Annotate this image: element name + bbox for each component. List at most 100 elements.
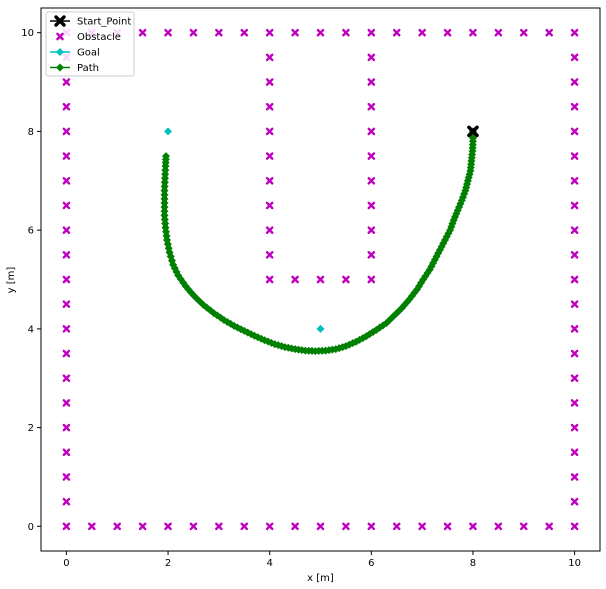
y-axis: 0 2 4 6 8 10	[21, 28, 41, 533]
obstacle-point	[62, 325, 71, 333]
x-tick-label: 8	[470, 558, 476, 569]
obstacle-point	[367, 251, 376, 259]
obstacle-point	[62, 127, 71, 136]
obstacle-point	[367, 226, 376, 234]
obstacle-point	[367, 53, 376, 62]
path-point	[160, 203, 169, 212]
obstacle-point	[265, 152, 274, 160]
obstacle-point	[570, 423, 579, 432]
legend-label: Obstacle	[77, 32, 121, 43]
y-tick-label: 6	[28, 226, 34, 237]
legend: Start_Point Obstacle Goal Path	[45, 11, 135, 77]
obstacle-point	[570, 251, 579, 259]
legend-marker	[56, 32, 64, 41]
obstacle-point	[570, 473, 579, 481]
obstacle-point	[367, 201, 376, 210]
obstacle-point	[494, 28, 503, 37]
obstacle-point	[62, 448, 71, 457]
obstacle-point	[570, 448, 579, 457]
obstacle-point	[519, 522, 528, 531]
obstacle-point	[265, 78, 274, 86]
obstacle-point	[189, 28, 198, 37]
obstacle-point	[367, 28, 376, 37]
legend-label: Goal	[77, 48, 100, 59]
obstacle-point	[570, 374, 579, 383]
path-layer	[160, 127, 477, 356]
obstacle-point	[88, 522, 96, 531]
obstacle-point	[138, 522, 147, 531]
legend-item-goal: Goal	[50, 48, 100, 59]
obstacle-point	[265, 53, 274, 62]
goal-point	[164, 127, 173, 136]
obstacle-point	[570, 53, 579, 62]
y-tick-label: 0	[28, 522, 34, 533]
x-tick-label: 10	[568, 558, 581, 569]
obstacle-point	[392, 522, 401, 531]
path-point	[160, 198, 169, 207]
obstacle-point	[240, 28, 249, 37]
obstacle-point	[545, 522, 553, 531]
obstacle-point	[62, 399, 71, 407]
obstacle-point	[215, 28, 223, 37]
obstacle-point	[570, 497, 579, 506]
path-point	[160, 207, 169, 216]
path-point	[160, 211, 169, 220]
obstacle-layer	[62, 28, 579, 531]
obstacle-point	[265, 522, 274, 531]
legend-box	[45, 11, 135, 77]
obstacle-point	[265, 102, 274, 111]
y-tick-label: 10	[21, 28, 34, 39]
obstacle-point	[62, 226, 71, 234]
obstacle-point	[62, 300, 71, 308]
obstacle-point	[316, 275, 325, 284]
legend-marker	[56, 48, 64, 56]
obstacle-point	[113, 522, 122, 531]
start-layer	[467, 125, 479, 138]
obstacle-point	[265, 201, 274, 210]
obstacle-point	[265, 28, 274, 37]
obstacle-point	[570, 78, 579, 86]
y-tick-label: 8	[28, 127, 34, 138]
obstacle-point	[240, 522, 249, 531]
obstacle-point	[291, 28, 299, 37]
obstacle-point	[367, 152, 376, 160]
obstacle-point	[164, 522, 172, 531]
obstacle-point	[291, 275, 299, 284]
obstacle-point	[62, 251, 71, 259]
obstacle-point	[291, 522, 299, 531]
x-tick-label: 0	[63, 558, 69, 569]
obstacle-point	[62, 423, 71, 432]
legend-items: Start_Point Obstacle Goal Path	[50, 15, 131, 74]
obstacle-point	[189, 522, 198, 531]
obstacle-point	[570, 349, 579, 358]
start-point	[467, 125, 479, 138]
obstacle-point	[367, 127, 376, 136]
obstacle-point	[469, 522, 477, 531]
obstacle-point	[418, 522, 426, 531]
obstacle-point	[570, 399, 579, 407]
obstacle-point	[392, 28, 401, 37]
obstacle-point	[62, 78, 71, 86]
obstacle-point	[62, 374, 71, 383]
goal-layer	[164, 127, 325, 333]
obstacle-point	[367, 275, 376, 284]
obstacle-point	[62, 176, 71, 185]
goal-point	[316, 324, 325, 333]
path-point	[160, 194, 169, 203]
legend-label: Path	[77, 63, 99, 74]
obstacle-point	[265, 251, 274, 259]
obstacle-point	[62, 349, 71, 358]
x-tick-label: 4	[266, 558, 272, 569]
obstacle-point	[570, 325, 579, 333]
obstacle-point	[62, 152, 71, 160]
obstacle-point	[62, 102, 71, 111]
obstacle-point	[570, 28, 579, 37]
obstacle-point	[265, 275, 274, 284]
obstacle-point	[570, 127, 579, 136]
obstacle-point	[62, 275, 71, 284]
obstacle-point	[215, 522, 223, 531]
obstacle-point	[519, 28, 528, 37]
obstacle-point	[367, 78, 376, 86]
obstacle-point	[62, 497, 71, 506]
